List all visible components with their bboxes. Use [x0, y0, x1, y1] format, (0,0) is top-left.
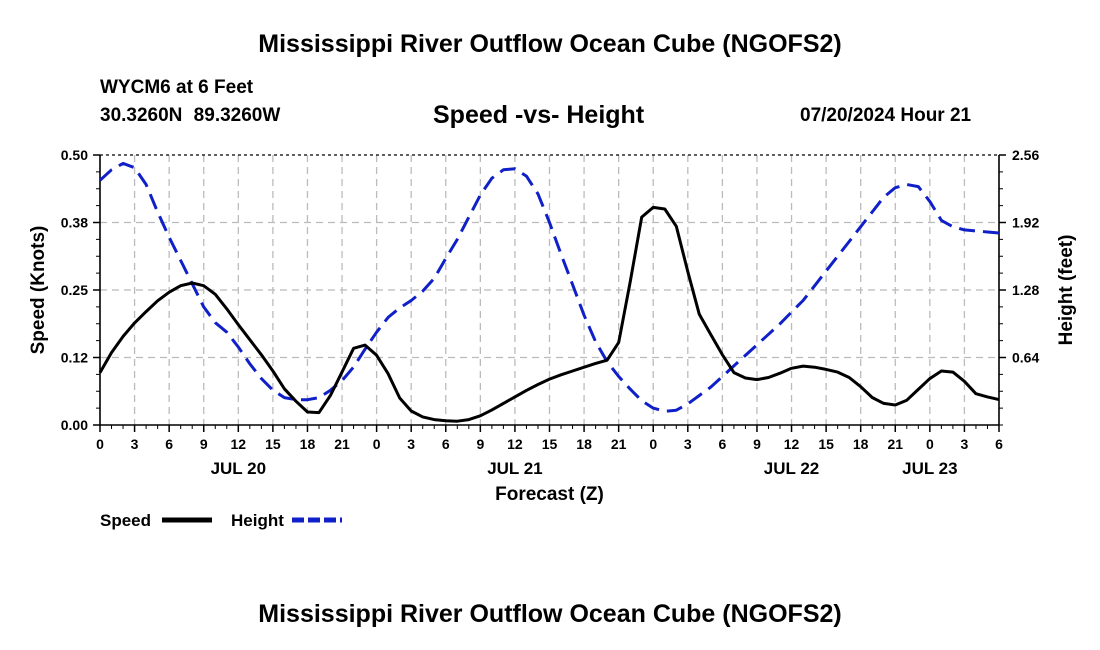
x-tick-label: 15: [542, 436, 558, 452]
x-tick-label: 0: [96, 436, 104, 452]
x-tick-label: 9: [753, 436, 761, 452]
x-tick-label: 18: [853, 436, 869, 452]
x-tick-label: 21: [334, 436, 350, 452]
y2-tick-label: 1.92: [1012, 215, 1039, 231]
x-tick-label: 3: [961, 436, 969, 452]
x-date-label: JUL 21: [487, 459, 542, 478]
x-date-label: JUL 23: [902, 459, 957, 478]
footer-title: Mississippi River Outflow Ocean Cube (NG…: [258, 600, 842, 628]
x-tick-label: 18: [300, 436, 316, 452]
x-tick-label: 18: [576, 436, 592, 452]
y2-tick-label: 0.64: [1012, 350, 1039, 366]
x-tick-label: 0: [926, 436, 934, 452]
x-tick-label: 9: [200, 436, 208, 452]
x-tick-label: 3: [407, 436, 415, 452]
y-tick-label: 0.00: [61, 417, 88, 433]
y-tick-label: 0.12: [61, 350, 88, 366]
station-coordinates: 30.3260N 89.3260W: [100, 105, 281, 126]
x-tick-label: 21: [611, 436, 627, 452]
x-tick-label: 21: [887, 436, 903, 452]
y-tick-label: 0.25: [61, 282, 88, 298]
x-tick-label: 12: [507, 436, 523, 452]
y-tick-label: 0.38: [61, 215, 88, 231]
y2-axis-title: Height (feet): [1056, 235, 1077, 346]
y2-tick-label: 2.56: [1012, 147, 1039, 163]
legend-speed-label: Speed: [100, 511, 151, 530]
x-date-label: JUL 20: [211, 459, 266, 478]
x-axis-title: Forecast (Z): [495, 484, 604, 505]
x-tick-label: 12: [784, 436, 800, 452]
x-tick-label: 0: [373, 436, 381, 452]
speed-series-line: [98, 205, 1000, 423]
chart-title: Speed -vs- Height: [433, 101, 645, 129]
legend-height-label: Height: [231, 511, 284, 530]
x-tick-label: 6: [165, 436, 173, 452]
x-tick-label: 15: [818, 436, 834, 452]
x-tick-label: 6: [442, 436, 450, 452]
x-tick-label: 3: [131, 436, 139, 452]
x-tick-label: 15: [265, 436, 281, 452]
forecast-time: 07/20/2024 Hour 21: [800, 105, 972, 126]
x-tick-label: 3: [684, 436, 692, 452]
x-tick-label: 6: [995, 436, 1003, 452]
height-series-line: [98, 161, 1000, 413]
x-tick-label: 12: [231, 436, 247, 452]
y2-tick-label: 1.28: [1012, 282, 1039, 298]
x-tick-label: 9: [476, 436, 484, 452]
main-title: Mississippi River Outflow Ocean Cube (NG…: [258, 30, 842, 58]
y-tick-label: 0.50: [61, 147, 88, 163]
x-tick-label: 0: [649, 436, 657, 452]
station-name: WYCM6 at 6 Feet: [100, 77, 254, 98]
x-date-label: JUL 22: [764, 459, 819, 478]
x-tick-label: 6: [718, 436, 726, 452]
y-axis-title: Speed (Knots): [28, 226, 49, 355]
